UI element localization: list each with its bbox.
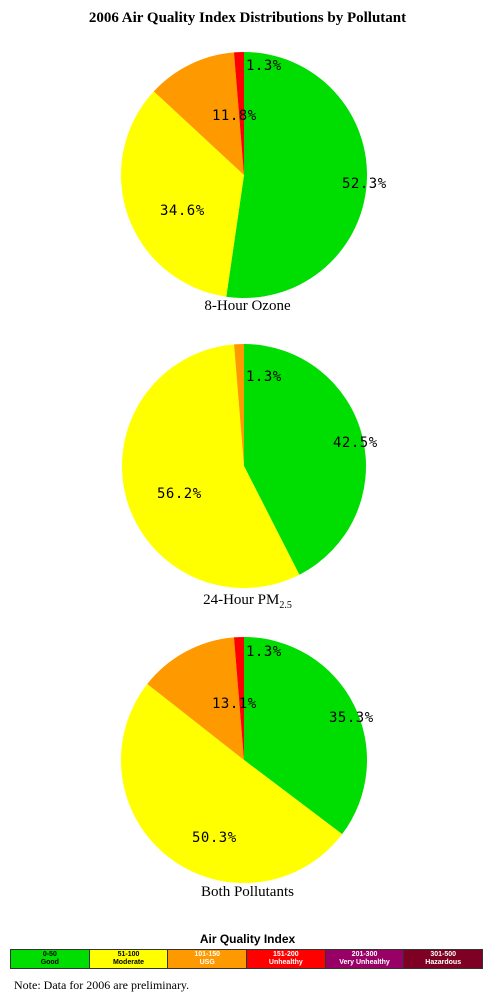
footnote: Note: Data for 2006 are preliminary. — [14, 978, 190, 992]
chart-title: 2006 Air Quality Index Distributions by … — [88, 10, 407, 26]
pie-title-pm25: 24-Hour PM2.5 — [0, 592, 495, 611]
legend-category: Unhealthy — [268, 959, 303, 966]
legend-category: USG — [199, 959, 215, 966]
pie-label-ozone-moderate: 34.6% — [160, 203, 205, 219]
legend-range: 201-300 — [351, 951, 378, 958]
legend-category: Hazardous — [425, 959, 462, 966]
legend-range: 0-50 — [42, 951, 57, 958]
legend-category: Good — [40, 959, 59, 966]
aqi-legend: 0-50 Good 51-100 Moderate 101-150 USG 151-200 U… — [10, 949, 483, 969]
legend-item-good: 0-50 Good — [11, 950, 90, 968]
pie-slice-pm25-good — [244, 344, 367, 575]
legend-range: 101-150 — [194, 951, 221, 958]
pie-slice-both-moderate — [120, 684, 343, 884]
legend-item-moderate: 51-100 Moderate — [89, 950, 169, 968]
legend-item-hazardous: 301-500 Hazardous — [404, 950, 483, 968]
legend-category: Moderate — [112, 959, 145, 966]
legend-category: Very Unhealthy — [339, 959, 390, 966]
pie-slice-pm25-usg — [234, 344, 244, 466]
legend-title: Air Quality Index — [199, 932, 296, 946]
pie-label-ozone-unhealthy: 1.3% — [246, 58, 282, 74]
pie-title-both: Both Pollutants — [201, 884, 294, 900]
pie-slice-both-good — [244, 637, 367, 835]
pie-slice-both-unhealthy — [233, 637, 244, 760]
pie-label-ozone-usg: 11.8% — [212, 108, 257, 124]
pie-title-pm25-main: 24-Hour PM — [203, 592, 280, 608]
pie-label-pm25-good: 42.5% — [333, 435, 378, 451]
legend-range: 301-500 — [430, 951, 457, 958]
pie-label-both-good: 35.3% — [329, 710, 374, 726]
pie-slice-ozone-good — [226, 52, 368, 298]
pie-label-pm25-moderate: 56.2% — [157, 486, 202, 502]
pie-slice-both-usg — [147, 637, 244, 760]
pie-title-pm25-sub: 2.5 — [279, 600, 292, 611]
legend-range: 51-100 — [117, 951, 140, 958]
legend-item-usg: 101-150 USG — [168, 950, 248, 968]
pie-label-both-usg: 13.1% — [212, 696, 257, 712]
pie-slice-ozone-unhealthy — [233, 52, 244, 175]
pie-label-both-unhealthy: 1.3% — [246, 644, 282, 660]
legend-range: 151-200 — [273, 951, 299, 958]
legend-item-unhealthy: 151-200 Unhealthy — [247, 950, 326, 968]
pie-slice-pm25-moderate — [122, 344, 300, 588]
pie-label-both-moderate: 50.3% — [192, 830, 237, 846]
pie-label-ozone-good: 52.3% — [342, 176, 387, 192]
legend-item-very-unhealthy: 201-300 Very Unhealthy — [325, 950, 405, 968]
pie-slice-ozone-usg — [153, 52, 244, 175]
pie-slice-ozone-moderate — [120, 91, 244, 297]
pie-label-pm25-usg: 1.3% — [246, 369, 282, 385]
pie-title-ozone: 8-Hour Ozone — [204, 298, 291, 314]
